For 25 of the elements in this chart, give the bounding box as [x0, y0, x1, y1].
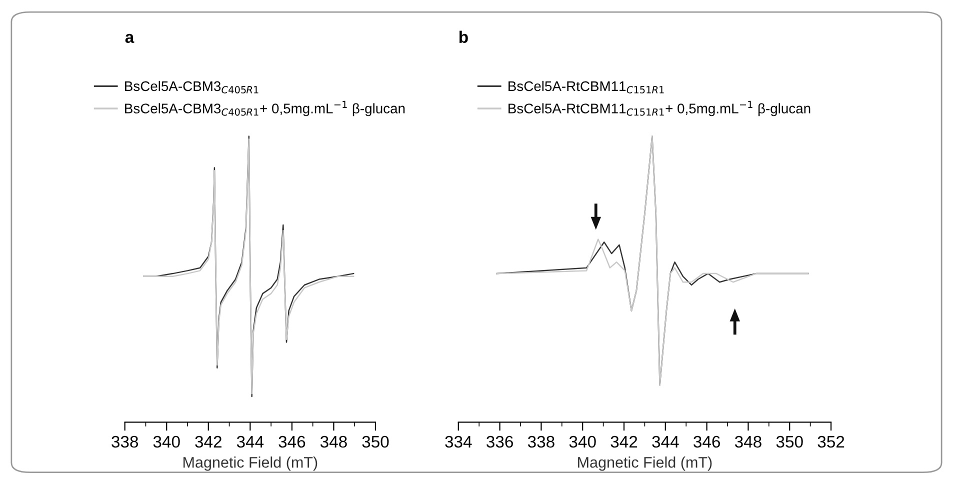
legend-label: BsCel5A-RtCBM11$_{C151R1}$+ 0,5mg.mL$^{−1}$ β-glucan [508, 100, 810, 116]
chart-title: b [459, 30, 468, 43]
x-tick-label: 344 [236, 436, 264, 448]
x-tick-label: 348 [734, 436, 762, 448]
x-axis-title: Magnetic Field (mT) [184, 456, 318, 471]
x-axis-title: Magnetic Field (mT) [578, 456, 712, 471]
x-tick-label: 346 [694, 436, 720, 448]
legend-label: BsCel5A-CBM3$_{C405R1}$+ 0,5mg.mL$^{−1}$ β-glucan [125, 100, 405, 116]
x-tick-label: 352 [818, 436, 844, 448]
x-tick-label: 334 [445, 436, 472, 448]
x-tick-label: 348 [320, 436, 347, 448]
chart-title: a [125, 34, 134, 43]
x-tick-label: 350 [776, 436, 803, 448]
legend-label: BsCel5A-CBM3$_{C405R1}$ [125, 80, 258, 94]
x-tick-label: 342 [195, 436, 222, 448]
x-tick-label: 340 [153, 436, 180, 448]
x-tick-label: 350 [362, 436, 389, 448]
x-tick-label: 340 [569, 436, 596, 448]
x-tick-label: 344 [652, 436, 679, 448]
x-tick-label: 338 [528, 436, 554, 448]
x-tick-label: 338 [112, 436, 138, 448]
legend-label: BsCel5A-RtCBM11$_{C151R1}$ [508, 80, 664, 94]
x-tick-label: 346 [278, 436, 306, 448]
x-tick-label: 336 [486, 436, 513, 448]
x-tick-label: 342 [610, 436, 638, 448]
